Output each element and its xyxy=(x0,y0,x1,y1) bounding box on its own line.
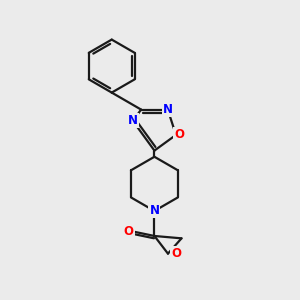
Text: O: O xyxy=(171,247,181,260)
Text: N: N xyxy=(149,205,159,218)
Text: N: N xyxy=(128,114,138,128)
Text: N: N xyxy=(163,103,173,116)
Text: O: O xyxy=(174,128,184,141)
Text: O: O xyxy=(124,225,134,238)
